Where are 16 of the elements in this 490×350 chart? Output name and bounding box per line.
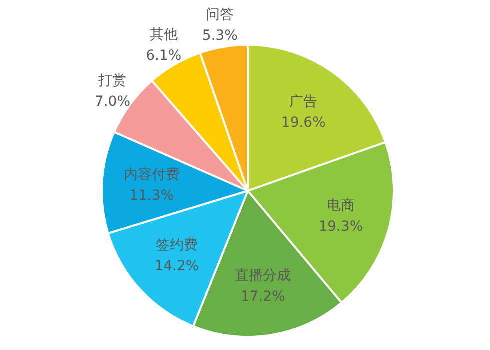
slice-label: 内容付费 bbox=[124, 166, 180, 183]
slice-label: 打赏 bbox=[98, 73, 127, 90]
slice-label: 签约费 bbox=[156, 238, 198, 254]
data-label: 19.6% bbox=[281, 114, 326, 131]
data-label: 7.0% bbox=[94, 94, 130, 110]
data-label: 5.3% bbox=[202, 28, 238, 44]
slice-label: 其他 bbox=[150, 27, 178, 44]
data-label: 17.2% bbox=[240, 288, 286, 305]
slice-label: 电商 bbox=[326, 198, 355, 214]
data-label: 14.2% bbox=[154, 258, 200, 275]
data-label: 11.3% bbox=[130, 188, 174, 204]
data-label: 19.3% bbox=[318, 219, 364, 236]
slice-label: 广告 bbox=[290, 94, 318, 110]
slice-label: 问答 bbox=[206, 6, 234, 23]
data-label: 6.1% bbox=[146, 48, 182, 64]
slice-label: 直播分成 bbox=[235, 268, 292, 284]
